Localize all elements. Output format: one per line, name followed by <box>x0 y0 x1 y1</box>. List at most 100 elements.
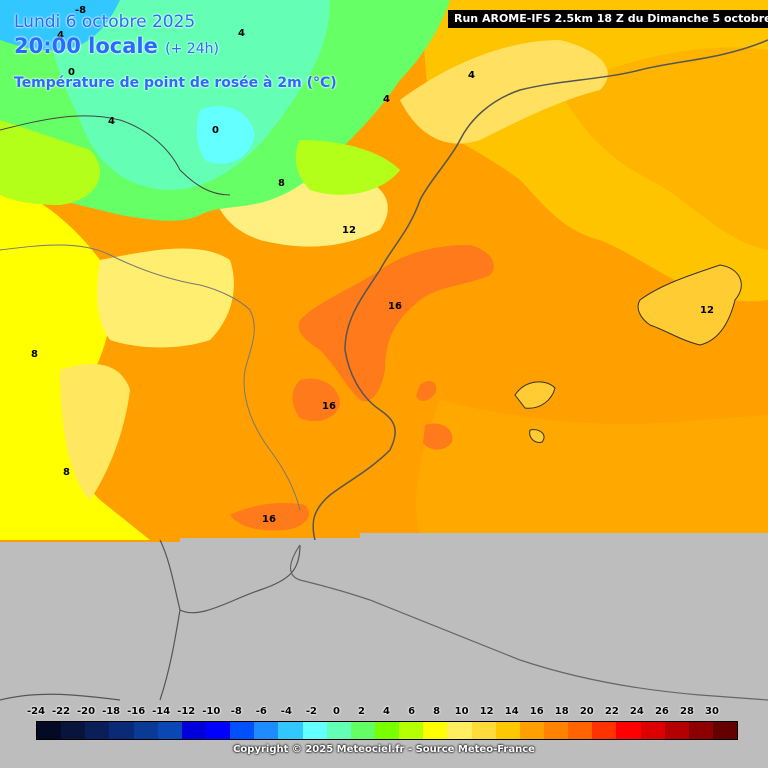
legend-swatch <box>302 722 327 739</box>
legend-swatch <box>374 722 400 739</box>
forecast-date: Lundi 6 octobre 2025 <box>14 12 196 32</box>
legend-label: 20 <box>579 706 594 717</box>
legend-label: 18 <box>554 706 569 717</box>
legend-swatch <box>471 722 496 739</box>
legend-swatch <box>85 722 110 739</box>
legend-swatch <box>109 722 134 739</box>
legend-label: -18 <box>102 706 121 717</box>
land-lines-south <box>0 539 301 701</box>
legend-label: -2 <box>305 706 317 717</box>
isoline-label: 16 <box>262 514 276 525</box>
isoline-label: 8 <box>63 467 70 478</box>
parameter-title: Température de point de rosée à 2m (°C) <box>14 75 337 91</box>
legend-swatch <box>350 722 375 739</box>
legend-label: 2 <box>357 706 365 717</box>
legend-label: -12 <box>177 706 196 717</box>
legend-swatch <box>640 722 665 739</box>
legend-label: 10 <box>454 706 469 717</box>
dark-orange-patch-3 <box>416 380 437 401</box>
island-minorca <box>514 381 556 409</box>
legend-label: -6 <box>255 706 267 717</box>
legend-swatch <box>399 722 424 739</box>
legend-label: 22 <box>604 706 619 717</box>
legend-label: 28 <box>679 706 694 717</box>
legend-swatch <box>664 722 689 739</box>
legend-label: -24 <box>26 706 46 717</box>
legend-swatch <box>592 722 617 739</box>
legend-swatch <box>254 722 279 739</box>
border-line <box>0 244 301 511</box>
isoline-label: 4 <box>57 30 64 41</box>
legend-color-scale <box>36 721 738 740</box>
legend-label: 4 <box>383 706 390 717</box>
legend-label: 30 <box>705 706 719 717</box>
isoline-label: 4 <box>108 116 115 127</box>
legend-label: 6 <box>408 706 416 717</box>
legend-swatch <box>205 722 231 739</box>
legend-label: 8 <box>433 706 441 717</box>
legend-label: -8 <box>230 706 242 717</box>
isoline-label: 16 <box>322 401 336 412</box>
legend-swatch <box>61 722 86 739</box>
country-line-nw <box>0 115 231 196</box>
mint-field <box>40 0 330 190</box>
legend-label: 24 <box>629 706 644 717</box>
forecast-offset: (+ 24h) <box>165 41 219 57</box>
legend-swatch <box>712 722 738 739</box>
legend-swatch <box>447 722 472 739</box>
dark-orange-patch-south <box>230 503 309 531</box>
copyright-text: Copyright © 2025 Meteociel.fr - Source M… <box>233 744 535 755</box>
coastline-east <box>312 39 768 541</box>
legend-label: 12 <box>479 706 494 717</box>
pale-yellow-band-2 <box>60 364 130 500</box>
legend-swatch <box>278 722 303 739</box>
isoline-label: 0 <box>212 125 219 136</box>
blue-field <box>0 0 120 51</box>
legend-label: -16 <box>127 706 146 717</box>
isoline-label: 4 <box>468 70 475 81</box>
legend-label: -10 <box>202 706 221 717</box>
legend-swatch <box>157 722 182 739</box>
isoline-label: 12 <box>342 225 356 236</box>
dark-orange-patch <box>292 378 340 422</box>
legend-swatch <box>543 722 569 739</box>
lime-field <box>0 120 100 205</box>
island-small <box>529 429 545 443</box>
yellow-west <box>0 180 150 540</box>
forecast-local-time: 20:00 locale (+ 24h) <box>14 34 219 58</box>
light-yellow-ne <box>400 40 608 144</box>
local-time-text: 20:00 locale <box>14 34 158 58</box>
legend-label: 26 <box>654 706 669 717</box>
legend-label: 16 <box>529 706 544 717</box>
legend-swatch <box>688 722 713 739</box>
legend-label: -14 <box>152 706 171 717</box>
cyan-field <box>196 106 255 164</box>
legend-swatch <box>616 722 641 739</box>
isoline-label: 8 <box>31 349 38 360</box>
legend-label: -20 <box>77 706 96 717</box>
legend-labels: -24 -22 -20 -18 -16 -14 -12 -10 -8 -6 -4 -2 0 2 4 6 8 10 1… <box>24 706 744 720</box>
legend-label: -4 <box>280 706 292 717</box>
legend-swatch <box>37 722 62 739</box>
isoline-label: 4 <box>238 28 245 39</box>
legend-swatch <box>568 722 593 739</box>
legend-label: 14 <box>504 706 519 717</box>
land-lines-south-2 <box>290 544 768 701</box>
gold-field-east <box>560 47 768 251</box>
island-mallorca <box>637 264 742 346</box>
legend-label: 0 <box>332 706 340 717</box>
run-banner: Run AROME-IFS 2.5km 18 Z du Dimanche 5 o… <box>448 10 768 28</box>
legend-swatch <box>423 722 448 739</box>
isoline-label: 0 <box>68 67 75 78</box>
legend-swatch <box>133 722 158 739</box>
legend-swatch <box>495 722 520 739</box>
isoline-label: 8 <box>278 178 285 189</box>
gold-field-south <box>416 400 768 533</box>
isoline-label: -8 <box>75 5 86 16</box>
legend-swatch <box>326 722 351 739</box>
lime-field-2 <box>295 140 400 195</box>
pale-yellow-band <box>97 248 234 348</box>
legend-swatch <box>519 722 544 739</box>
isoline-label: 4 <box>383 94 390 105</box>
